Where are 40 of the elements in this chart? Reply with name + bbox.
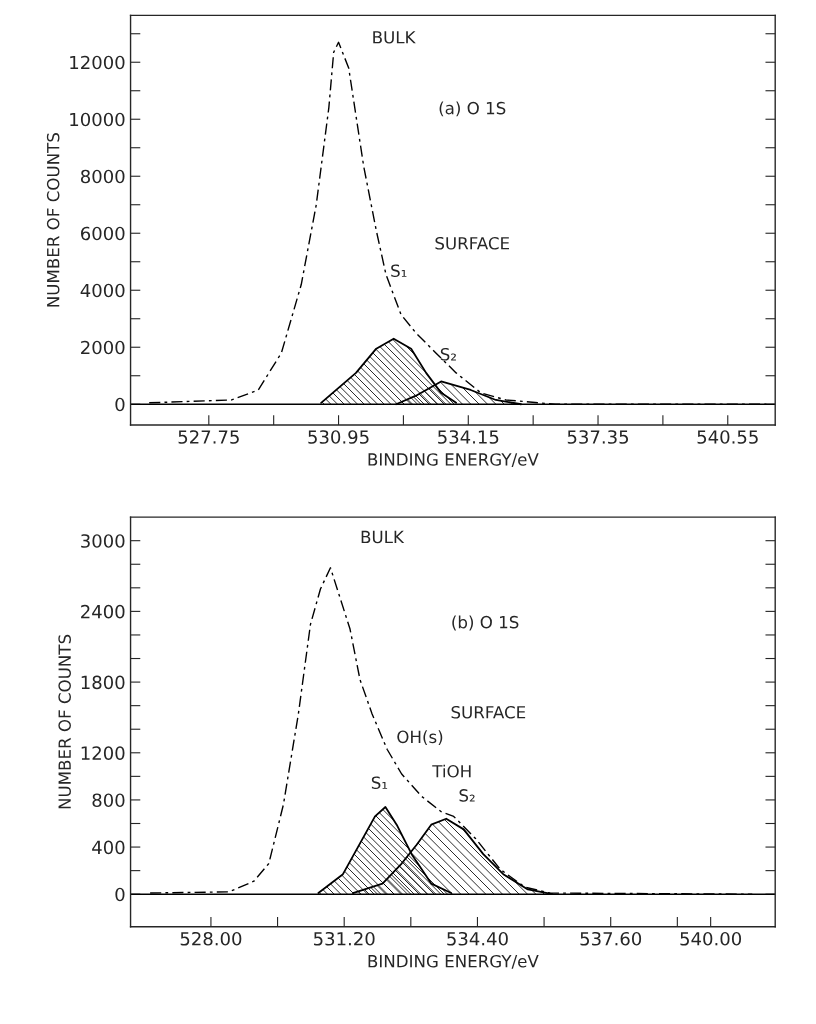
x-tick-label: 527.75 (178, 430, 239, 444)
y-tick-label: 1200 (81, 746, 125, 760)
annotation: BULK (373, 31, 416, 44)
annotation: OH(s) (397, 730, 443, 746)
y-axis-title: NUMBER OF COUNTS (58, 634, 71, 809)
x-axis-title: BINDING ENERGY/eV (368, 453, 539, 468)
annotation: SURFACE (451, 705, 526, 719)
y-tick-label: 2400 (81, 604, 125, 619)
y-tick-label: 1800 (81, 675, 125, 690)
x-tick-label: 531.20 (314, 931, 375, 946)
x-tick-label: 530.95 (308, 430, 369, 444)
x-tick-label: 537.60 (580, 931, 642, 946)
y-tick-label: 3000 (81, 534, 125, 548)
x-tick-label: 528.00 (180, 931, 242, 946)
annotation: S₂ (440, 347, 456, 361)
annotation: TiOH (432, 764, 471, 778)
y-tick-label: 10000 (70, 112, 125, 127)
y-tick-label: 0 (115, 887, 125, 902)
y-tick-label: 8000 (80, 169, 125, 184)
y-tick-label: 2000 (81, 340, 125, 355)
annotation: BULK (361, 530, 405, 544)
annotation: SURFACE (435, 236, 509, 250)
y-tick-label: 12000 (70, 55, 125, 70)
x-tick-label: 537.35 (567, 430, 629, 444)
x-tick-label: 540.55 (697, 430, 758, 444)
text: (a) O 1S (439, 101, 506, 117)
y-tick-label: 0 (115, 397, 125, 412)
annotation: S₁ (391, 264, 407, 278)
x-tick-label: 540.00 (680, 931, 742, 946)
x-tick-label: 534.15 (438, 430, 499, 444)
x-tick-label: 534.40 (447, 931, 508, 946)
y-tick-label: 400 (92, 840, 125, 855)
y-axis-title: NUMBER OF COUNTS (46, 133, 60, 307)
annotation: S₂ (459, 789, 475, 802)
annotation: S₁ (371, 776, 388, 790)
x-axis-title: BINDING ENERGY/eV (368, 954, 539, 969)
y-tick-label: 6000 (81, 226, 125, 241)
y-tick-label: 800 (92, 793, 125, 808)
text: (b) O 1S (452, 615, 519, 631)
y-tick-label: 4000 (80, 283, 125, 298)
